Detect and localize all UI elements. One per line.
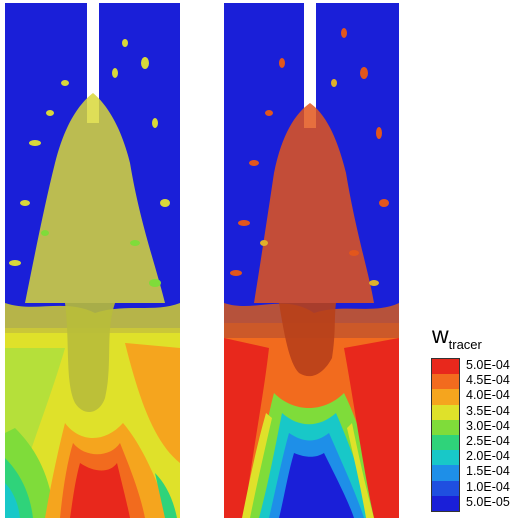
legend-swatch	[432, 465, 459, 481]
legend-tick-label: 3.5E-04	[466, 403, 510, 418]
legend-swatch	[432, 434, 459, 451]
legend-swatch	[432, 480, 459, 496]
legend-title-sub: tracer	[448, 337, 482, 352]
legend-swatch	[432, 374, 459, 390]
legend-tick-label: 2.5E-04	[466, 433, 510, 448]
legend-swatch	[432, 495, 459, 511]
legend-tick-label: 1.0E-04	[466, 479, 510, 494]
legend-swatch	[432, 389, 459, 405]
color-legend: wtracer 5.0E-04 4.5E-04 4.0E-04 3.5E-04 3.0E…	[424, 322, 524, 522]
legend-tick-label: 4.0E-04	[466, 388, 510, 403]
legend-tick-labels: 5.0E-04 4.5E-04 4.0E-04 3.5E-04 3.0E-04 2.5E-…	[466, 358, 510, 510]
legend-colorbar	[431, 358, 460, 512]
legend-tick-label: 5.0E-04	[466, 358, 510, 372]
simulation-panel-right	[224, 3, 399, 518]
legend-swatch	[432, 450, 459, 466]
legend-tick-label: 2.0E-04	[466, 449, 510, 464]
legend-tick-label: 1.5E-04	[466, 464, 510, 479]
legend-swatch	[432, 404, 459, 420]
simulation-panel-left	[5, 3, 180, 518]
legend-swatch	[432, 419, 459, 435]
legend-swatch	[432, 359, 459, 375]
legend-tick-label: 4.5E-04	[466, 373, 510, 388]
legend-title: wtracer	[432, 322, 482, 358]
legend-tick-label: 3.0E-04	[466, 418, 510, 433]
legend-tick-label: 5.0E-05	[466, 494, 510, 509]
legend-title-main: w	[432, 322, 449, 348]
